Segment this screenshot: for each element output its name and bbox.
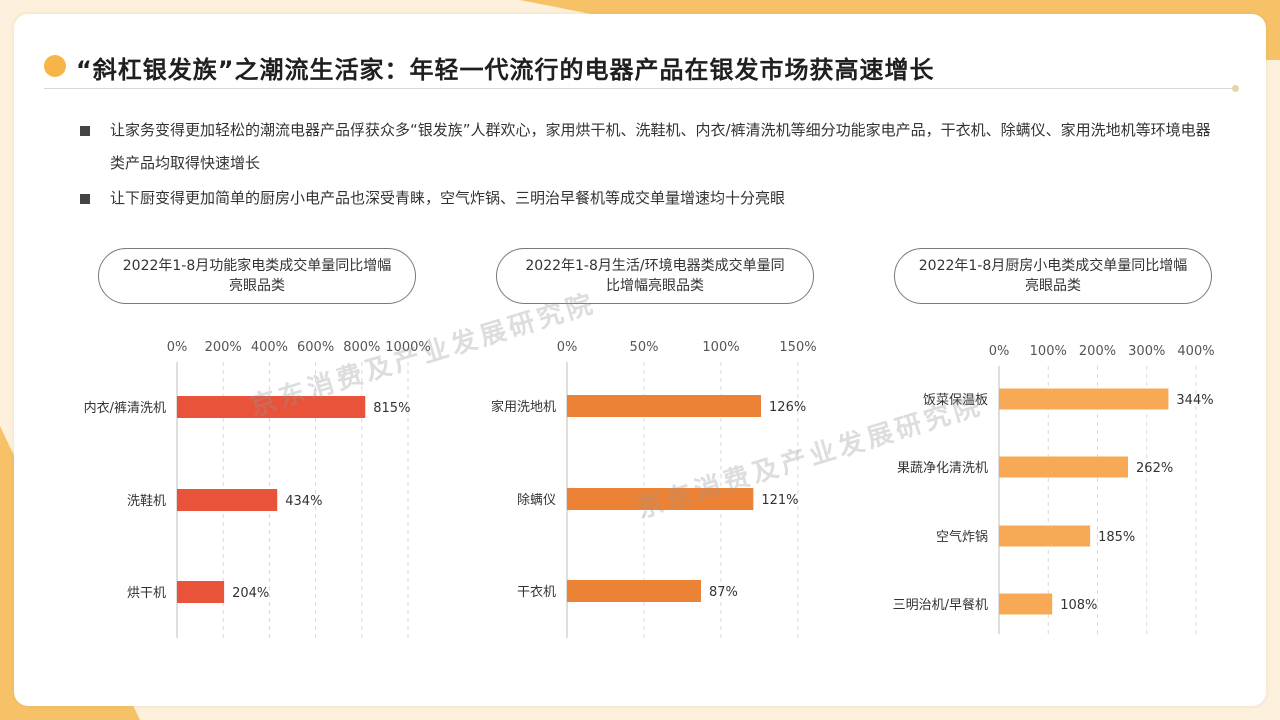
chart-1-bar — [177, 396, 366, 418]
chart-3-tick-label: 300% — [1128, 344, 1165, 359]
chart-3-value-label: 344% — [1176, 393, 1213, 408]
chart-2-tick-label: 100% — [702, 340, 739, 355]
chart-3-tick-label: 100% — [1030, 344, 1067, 359]
chart-2-value-label: 87% — [709, 585, 738, 600]
chart-1-tick-label: 400% — [251, 340, 288, 355]
chart-title-pill-1: 2022年1-8月功能家电类成交单量同比增幅亮眼品类 — [98, 248, 416, 304]
square-bullet-icon — [80, 194, 90, 204]
bullet-item-2: 让下厨变得更加简单的厨房小电产品也深受青睐，空气炸锅、三明治早餐机等成交单量增速… — [80, 182, 1212, 215]
chart-2-tick-label: 150% — [779, 340, 816, 355]
chart-3-value-label: 108% — [1060, 598, 1097, 613]
chart-1-value-label: 204% — [232, 586, 269, 601]
chart-3-category-label: 饭菜保温板 — [923, 393, 988, 408]
chart-3-bar — [999, 388, 1169, 410]
chart-2-bar — [567, 488, 754, 510]
chart-title-pill-3: 2022年1-8月厨房小电类成交单量同比增幅亮眼品类 — [894, 248, 1212, 304]
bullet-text: 让下厨变得更加简单的厨房小电产品也深受青睐，空气炸锅、三明治早餐机等成交单量增速… — [110, 189, 786, 207]
chart-2-value-label: 126% — [769, 400, 806, 415]
chart-1-bar — [177, 489, 278, 511]
chart-3-tick-label: 200% — [1079, 344, 1116, 359]
square-bullet-icon — [80, 126, 90, 136]
chart-1-value-label: 815% — [373, 401, 410, 416]
chart-2-category-label: 家用洗地机 — [491, 399, 556, 415]
chart-2-tick-label: 0% — [557, 340, 578, 355]
bullet-item-1: 让家务变得更加轻松的潮流电器产品俘获众多“银发族”人群欢心，家用烘干机、洗鞋机、… — [80, 114, 1212, 180]
chart-1-category-label: 内衣/裤清洗机 — [84, 400, 166, 416]
chart-3-bar — [999, 456, 1129, 478]
chart-3-category-label: 空气炸锅 — [936, 529, 988, 545]
bullet-text: 让家务变得更加轻松的潮流电器产品俘获众多“银发族”人群欢心，家用烘干机、洗鞋机、… — [110, 121, 1211, 172]
chart-2-bar — [567, 395, 762, 417]
chart-2-category-label: 除螨仪 — [517, 493, 556, 508]
chart-1-tick-label: 200% — [205, 340, 242, 355]
title-divider-end-dot — [1232, 85, 1239, 92]
chart-title-pill-2: 2022年1-8月生活/环境电器类成交单量同比增幅亮眼品类 — [496, 248, 814, 304]
chart-3-value-label: 262% — [1136, 461, 1173, 476]
chart-3-bar — [999, 525, 1091, 547]
chart-1-tick-label: 800% — [343, 340, 380, 355]
chart-2-bar — [567, 580, 701, 602]
chart-1-bar — [177, 581, 225, 603]
chart-1-category-label: 洗鞋机 — [127, 493, 166, 509]
title-dot-icon — [44, 55, 66, 77]
chart-3-value-label: 185% — [1098, 530, 1135, 545]
chart-3-category-label: 三明治机/早餐机 — [893, 597, 988, 613]
chart-1-value-label: 434% — [285, 494, 322, 509]
chart-3-tick-label: 400% — [1177, 344, 1214, 359]
chart-1-category-label: 烘干机 — [127, 586, 166, 601]
chart-3-tick-label: 0% — [989, 344, 1010, 359]
chart-1-tick-label: 1000% — [385, 340, 430, 355]
title-divider — [44, 88, 1236, 89]
page-title: “斜杠银发族”之潮流生活家：年轻一代流行的电器产品在银发市场获高速增长 — [76, 56, 935, 84]
chart-3-bar — [999, 593, 1053, 615]
chart-1-tick-label: 600% — [297, 340, 334, 355]
chart-2-category-label: 干衣机 — [517, 584, 556, 600]
chart-2-tick-label: 50% — [630, 340, 659, 355]
chart-3-category-label: 果蔬净化清洗机 — [897, 461, 988, 476]
chart-1-tick-label: 0% — [167, 340, 188, 355]
chart-2-value-label: 121% — [761, 493, 798, 508]
